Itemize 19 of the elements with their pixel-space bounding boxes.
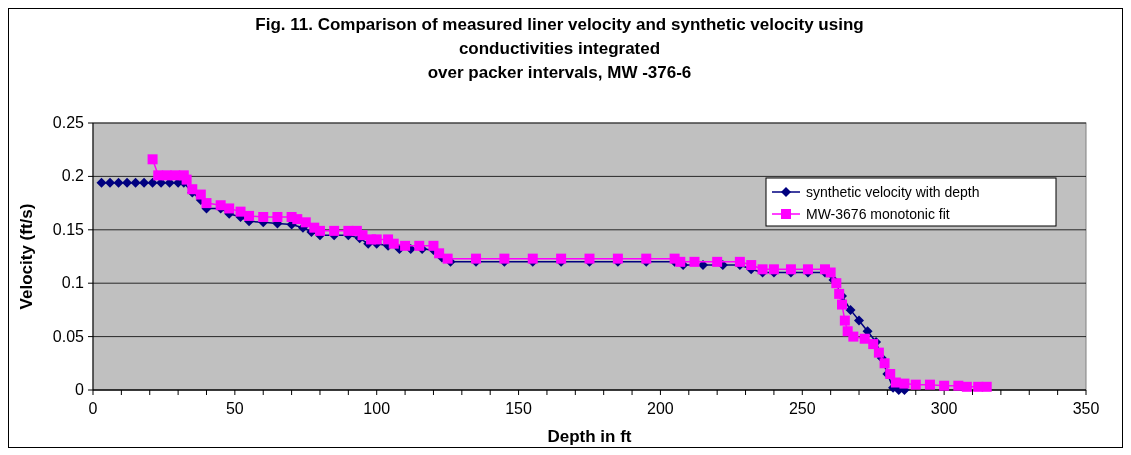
x-tick-label: 50 [225, 400, 244, 417]
y-axis-title: Velocity (ft/s) [17, 203, 36, 310]
y-tick-label: 0 [75, 381, 85, 398]
chart-title: Fig. 11. Comparison of measured liner velocity and synthetic velocity using conductivities integrated over packer intervals, MW -376-6 [255, 15, 864, 82]
y-tick-label: 0.1 [61, 274, 85, 292]
x-tick-label: 150 [505, 400, 533, 417]
legend-label: MW-3676 monotonic fit [806, 206, 950, 222]
y-tick-label: 0.05 [52, 327, 85, 345]
legend-label: synthetic velocity with depth [806, 184, 980, 200]
x-tick-label: 250 [788, 400, 816, 417]
x-tick-label: 300 [930, 400, 958, 417]
x-tick-label: 350 [1072, 400, 1100, 417]
y-tick-label: 0.25 [52, 114, 85, 131]
y-tick-label: 0.15 [52, 220, 85, 238]
x-tick-label: 200 [647, 400, 674, 417]
x-tick-label: 100 [363, 400, 391, 417]
x-axis-title: Depth in ft [547, 427, 632, 446]
x-tick-label: 0 [88, 400, 98, 417]
y-tick-label: 0.2 [61, 167, 85, 185]
